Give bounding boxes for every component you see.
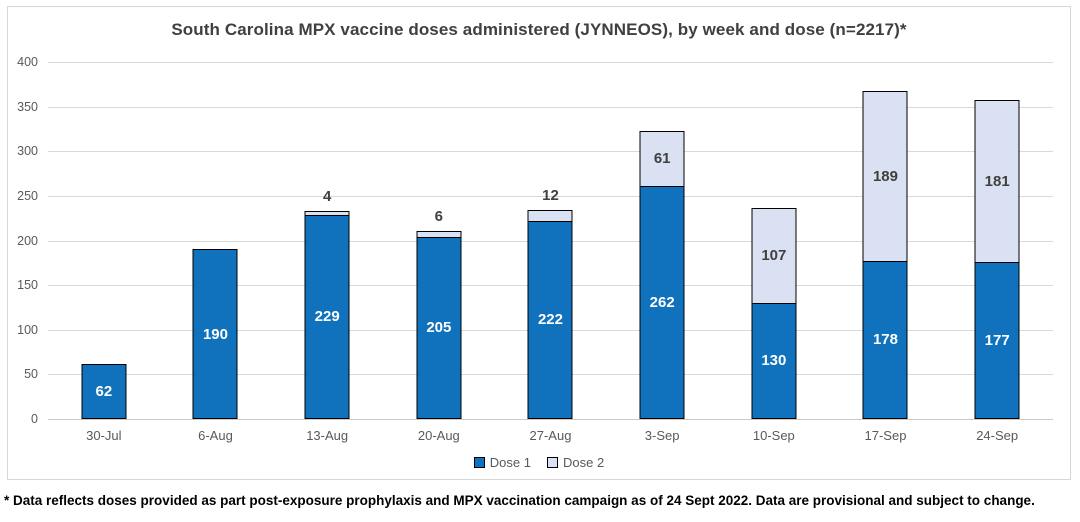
gridline	[48, 151, 1053, 153]
y-tick-label: 100	[17, 322, 38, 337]
bar-label-dose-2-above: 6	[434, 207, 443, 225]
stacked-bar: 130 107	[751, 62, 797, 419]
bar-group: 222 12	[495, 62, 607, 419]
footnote: * Data reflects doses provided as part p…	[4, 493, 1035, 508]
legend-label: Dose 1	[489, 455, 531, 470]
legend-label: Dose 2	[563, 455, 605, 470]
bar-segment-dose-2: 107	[751, 207, 797, 305]
bar-segment-dose-2	[416, 230, 462, 238]
x-tick-label: 6-Aug	[198, 428, 233, 443]
y-tick-label: 200	[17, 233, 38, 248]
x-tick-label: 30-Jul	[86, 428, 122, 443]
bar-label-dose-1: 130	[761, 352, 787, 370]
stacked-bar: 177 181	[974, 62, 1020, 419]
y-tick-label: 350	[17, 99, 38, 114]
bar-group: 178 189	[830, 62, 942, 419]
chart-title: South Carolina MPX vaccine doses adminis…	[171, 20, 907, 39]
x-tick-label: 24-Sep	[976, 428, 1019, 443]
gridline	[48, 62, 1053, 63]
bar-segment-dose-2	[527, 210, 573, 223]
bar-label-dose-1: 177	[984, 331, 1010, 349]
y-tick-label: 0	[31, 412, 38, 426]
x-tick-label: 17-Sep	[864, 428, 907, 443]
bar-segment-dose-2	[304, 211, 350, 217]
stacked-bar: 62	[81, 62, 127, 419]
bar-label-dose-1: 178	[872, 331, 898, 349]
bar-group: 177 181	[941, 62, 1053, 419]
bar-label-dose-1: 229	[314, 308, 340, 326]
bar-group: 190	[160, 62, 272, 419]
x-tick-label: 10-Sep	[752, 428, 795, 443]
bar-segment-dose-1: 62	[81, 363, 127, 419]
gridline	[48, 419, 1053, 420]
stacked-bar: 178 189	[862, 62, 908, 419]
x-tick-label: 27-Aug	[529, 428, 572, 443]
bar-segment-dose-2: 61	[639, 130, 685, 187]
bar-label-dose-2: 61	[653, 150, 671, 168]
bar-segment-dose-1: 262	[639, 185, 685, 419]
plot-area: 62 30-Jul 190 6-Aug 229 4 13-Aug 205 6 20-Aug 222 1…	[48, 62, 1053, 443]
gridline	[48, 106, 1053, 108]
bar-label-dose-1: 62	[95, 382, 113, 400]
bar-group: 205 6	[383, 62, 495, 419]
y-tick-label: 400	[17, 55, 38, 69]
bar-group: 62	[48, 62, 160, 419]
bar-group: 130 107	[718, 62, 830, 419]
bar-label-dose-2-above: 12	[542, 187, 559, 205]
bar-group: 262 61	[606, 62, 718, 419]
x-tick-label: 20-Aug	[417, 428, 460, 443]
legend: Dose 1 Dose 2	[8, 455, 1070, 470]
stacked-bar: 229 4	[304, 62, 350, 419]
x-tick-label: 13-Aug	[306, 428, 349, 443]
bar-label-dose-2: 189	[872, 168, 898, 186]
chart-frame: South Carolina MPX vaccine doses adminis…	[7, 6, 1071, 480]
bar-segment-dose-2: 181	[974, 99, 1020, 263]
bar-segment-dose-1: 130	[751, 302, 797, 419]
bar-segment-dose-1: 190	[192, 249, 238, 419]
bar-label-dose-2: 181	[984, 172, 1010, 190]
bar-segment-dose-1: 178	[862, 260, 908, 419]
y-tick-label: 150	[17, 278, 38, 293]
y-tick-label: 50	[24, 367, 38, 382]
stacked-bar: 222 12	[527, 62, 573, 419]
legend-item-dose-2: Dose 2	[547, 455, 604, 470]
bar-label-dose-2-above: 4	[322, 188, 332, 206]
bar-segment-dose-1: 229	[304, 214, 350, 419]
legend-swatch	[547, 457, 558, 468]
stacked-bar: 190	[192, 62, 238, 419]
bar-label-dose-1: 262	[649, 293, 675, 311]
bar-label-dose-2: 107	[761, 247, 787, 265]
y-tick-label: 300	[17, 144, 38, 159]
bar-label-dose-1: 205	[426, 319, 452, 337]
y-tick-label: 250	[17, 188, 38, 203]
bar-label-dose-1: 190	[202, 325, 228, 343]
bar-label-dose-1: 222	[537, 311, 563, 329]
stacked-bar: 262 61	[639, 62, 685, 419]
y-axis: 0 50 100 150 200 250 300 350 400	[10, 55, 38, 426]
bar-segment-dose-1: 177	[974, 261, 1020, 419]
bar-segment-dose-1: 222	[527, 220, 573, 419]
gridline	[48, 195, 1053, 197]
x-tick-label: 3-Sep	[644, 428, 680, 443]
stacked-bar: 205 6	[416, 62, 462, 419]
bar-segment-dose-2: 189	[862, 91, 908, 262]
bar-group: 229 4	[271, 62, 383, 419]
bar-segment-dose-1: 205	[416, 236, 462, 419]
legend-swatch	[473, 457, 485, 468]
legend-item-dose-1: Dose 1	[473, 455, 531, 470]
